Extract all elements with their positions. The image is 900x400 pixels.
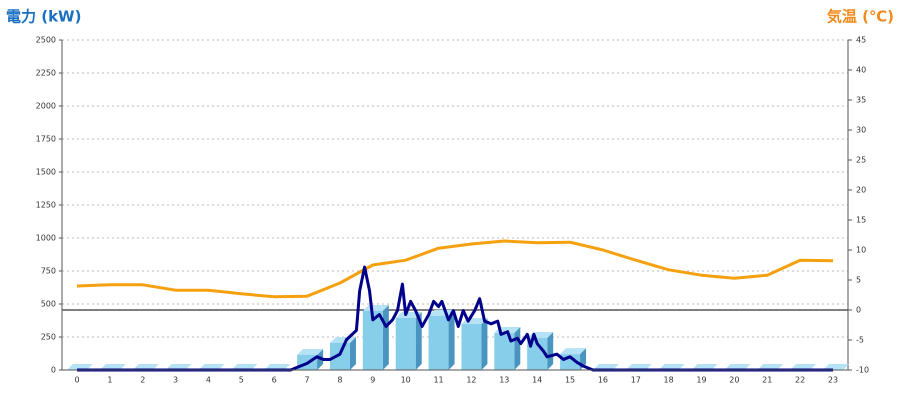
x-tick-label: 15 <box>565 376 575 385</box>
x-tick-label: 6 <box>272 376 277 385</box>
x-tick-label: 3 <box>173 376 178 385</box>
y2-axis-title: 気温 (℃) <box>827 8 894 26</box>
y2-tick-label: 5 <box>856 276 861 285</box>
bar-top <box>362 304 389 311</box>
bar <box>494 333 515 370</box>
bar <box>329 342 350 370</box>
y-tick-label: 0 <box>51 366 56 375</box>
y-tick-label: 1500 <box>36 168 56 177</box>
x-tick-label: 23 <box>828 376 838 385</box>
bar-side <box>415 311 422 370</box>
y2-tick-label: 45 <box>856 36 866 45</box>
x-tick-label: 9 <box>370 376 375 385</box>
temperature-line <box>76 239 834 299</box>
y2-tick-label: -5 <box>856 336 864 345</box>
bar <box>362 310 383 370</box>
x-tick-label: 1 <box>107 376 112 385</box>
y-tick-label: 250 <box>41 333 56 342</box>
y2-tick-label: 30 <box>856 126 866 135</box>
x-tick-label: 7 <box>305 376 310 385</box>
bar-side <box>547 332 554 370</box>
y-tick-label: 1250 <box>36 201 56 210</box>
x-tick-label: 4 <box>206 376 211 385</box>
y-tick-label: 1750 <box>36 135 56 144</box>
x-tick-label: 12 <box>466 376 476 385</box>
bar-top <box>297 348 324 355</box>
x-tick-label: 8 <box>337 376 342 385</box>
x-tick-label: 19 <box>696 376 706 385</box>
y2-tick-label: 35 <box>856 96 866 105</box>
bar <box>395 317 416 370</box>
y2-tick-label: 40 <box>856 66 866 75</box>
bar-side <box>382 304 389 370</box>
bar-top <box>560 348 587 355</box>
x-tick-label: 21 <box>762 376 772 385</box>
x-tick-label: 5 <box>239 376 244 385</box>
bar-side <box>349 336 356 370</box>
bar <box>428 315 449 370</box>
y2-tick-label: 10 <box>856 246 866 255</box>
power-line <box>77 265 833 372</box>
x-tick-label: 11 <box>433 376 443 385</box>
bar-side <box>481 318 488 370</box>
x-tick-label: 13 <box>499 376 509 385</box>
y-tick-label: 2250 <box>36 69 56 78</box>
y2-tick-label: 20 <box>856 186 866 195</box>
bar-side <box>448 309 455 370</box>
y2-tick-label: 15 <box>856 216 866 225</box>
x-tick-label: 17 <box>631 376 641 385</box>
x-tick-label: 22 <box>795 376 805 385</box>
x-tick-label: 18 <box>664 376 674 385</box>
x-tick-label: 10 <box>401 376 411 385</box>
x-tick-label: 2 <box>140 376 145 385</box>
y-tick-label: 500 <box>41 300 56 309</box>
x-tick-label: 0 <box>74 376 79 385</box>
y-tick-label: 750 <box>41 267 56 276</box>
x-tick-label: 20 <box>729 376 739 385</box>
bar-side <box>514 327 521 370</box>
y-tick-label: 1000 <box>36 234 56 243</box>
x-tick-label: 14 <box>532 376 542 385</box>
y-tick-label: 2000 <box>36 102 56 111</box>
y2-tick-label: 25 <box>856 156 866 165</box>
bar <box>461 324 482 370</box>
y-tick-label: 2500 <box>36 36 56 45</box>
x-tick-label: 16 <box>598 376 608 385</box>
y2-tick-label: -10 <box>856 366 869 375</box>
y2-tick-label: 0 <box>856 306 861 315</box>
y-axis-title: 電力 (kW) <box>6 8 81 26</box>
